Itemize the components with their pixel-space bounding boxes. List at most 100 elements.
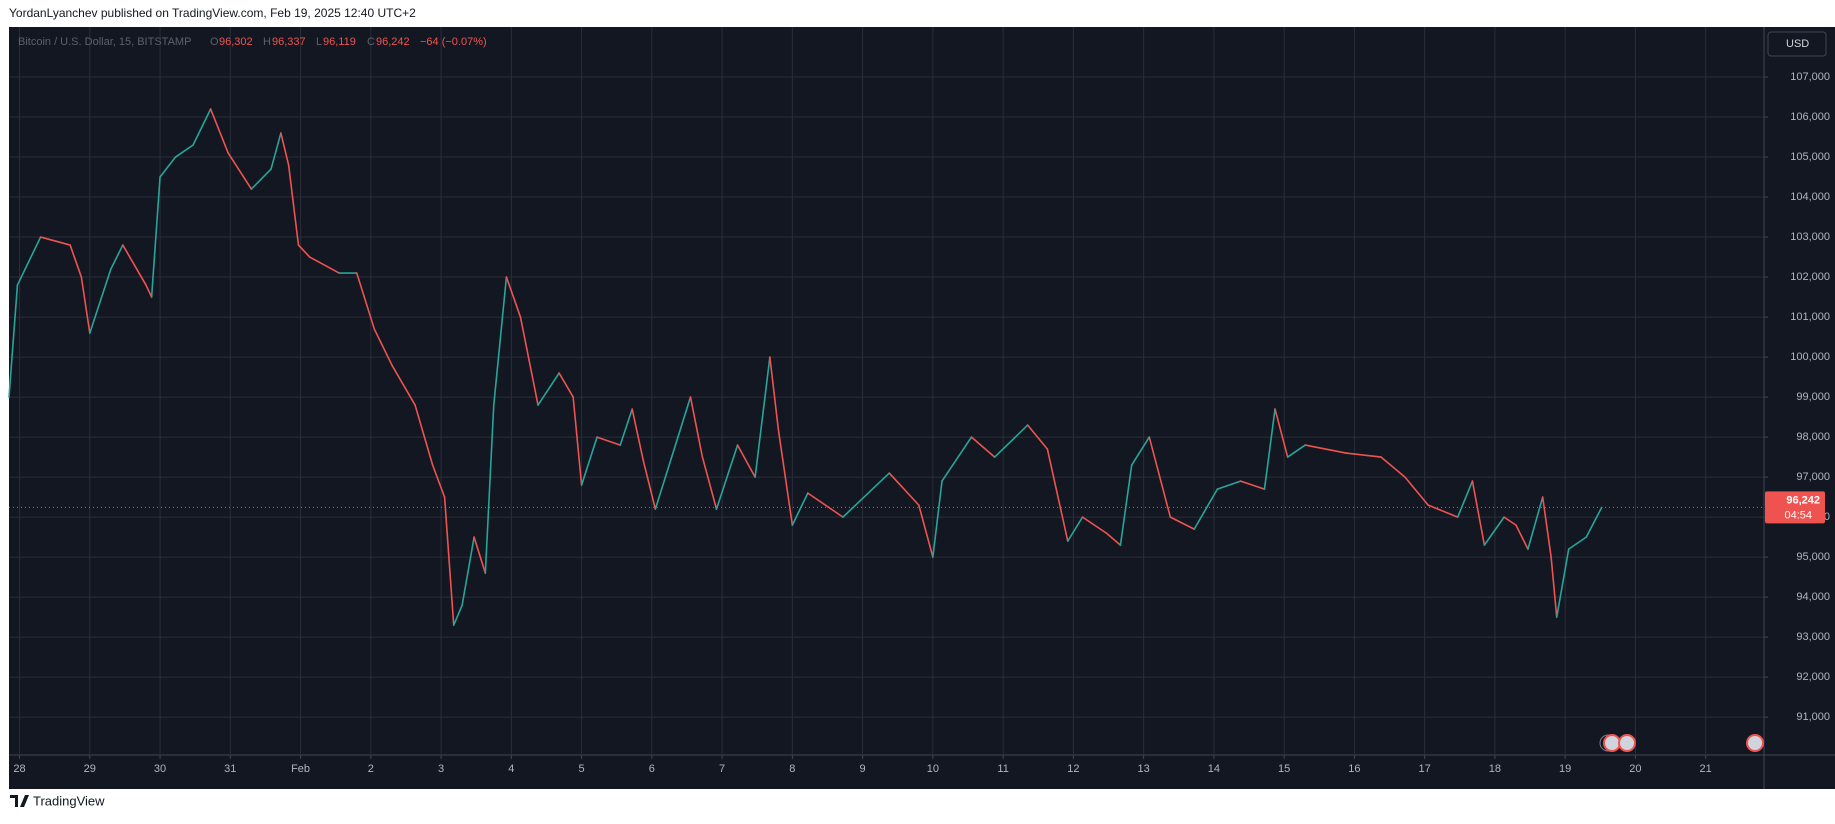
- legend-symbol: Bitcoin / U.S. Dollar, 15, BITSTAMP: [18, 36, 191, 48]
- price-segment: [414, 404, 434, 466]
- price-segment: [1046, 448, 1069, 542]
- x-tick-label: 13: [1138, 763, 1150, 775]
- price-segment: [1567, 536, 1588, 550]
- price-segment: [287, 164, 300, 246]
- price-segment: [1527, 496, 1544, 550]
- plot: [8, 108, 1764, 626]
- price-segment: [715, 444, 739, 510]
- price-segment: [209, 108, 229, 154]
- x-tick-label: 21: [1700, 763, 1712, 775]
- x-tick-label: Feb: [291, 763, 310, 775]
- price-segment: [537, 372, 560, 406]
- x-tick-label: 17: [1419, 763, 1431, 775]
- price-segment: [1263, 408, 1276, 490]
- y-tick-label: 97,000: [1796, 471, 1830, 483]
- logo-icon: [10, 795, 29, 807]
- price-segment: [373, 328, 393, 366]
- price-segment: [941, 436, 973, 482]
- price-segment: [689, 396, 704, 458]
- x-tick-label: 3: [438, 763, 444, 775]
- price-segment: [452, 604, 463, 626]
- y-tick-label: 99,000: [1796, 391, 1830, 403]
- legend-low: 96,119: [323, 36, 356, 48]
- x-tick-label: 4: [508, 763, 514, 775]
- price-segment: [174, 144, 194, 158]
- legend-high-label: H: [263, 36, 271, 48]
- x-tick-label: 7: [719, 763, 725, 775]
- price-segment: [619, 408, 633, 446]
- price-segment: [519, 316, 539, 406]
- y-tick-label: 107,000: [1790, 71, 1830, 83]
- price-segment: [1286, 444, 1307, 458]
- price-segment: [8, 284, 19, 398]
- price-segment: [572, 396, 583, 486]
- price-segment: [888, 472, 920, 506]
- price-segment: [754, 356, 771, 478]
- y-tick-label: 92,000: [1796, 671, 1830, 683]
- price-segment: [145, 284, 153, 298]
- x-tick-label: 28: [13, 763, 25, 775]
- price-segment: [391, 364, 416, 406]
- legend-low-label: L: [316, 36, 322, 48]
- price-segment: [580, 436, 598, 486]
- price-segment: [484, 404, 495, 574]
- legend-high: 96,337: [272, 36, 306, 48]
- currency-button-label[interactable]: USD: [1786, 38, 1809, 50]
- x-tick-label: 11: [997, 763, 1008, 775]
- price-segment: [88, 268, 112, 334]
- price-segment: [1555, 548, 1570, 618]
- y-tick-label: 106,000: [1790, 111, 1830, 123]
- x-tick-label: 18: [1489, 763, 1501, 775]
- currency-button[interactable]: [1767, 31, 1827, 57]
- price-segment: [492, 276, 508, 406]
- x-tick-label: 14: [1208, 763, 1220, 775]
- price-segment: [1483, 516, 1505, 546]
- price-segment: [505, 276, 522, 318]
- price-segment: [308, 256, 341, 274]
- event-icon: [1746, 734, 1764, 752]
- price-segment: [270, 132, 282, 170]
- price-segment: [1105, 532, 1122, 546]
- price-segment: [1239, 480, 1266, 490]
- y-tick-label: 94,000: [1796, 591, 1830, 603]
- x-tick-label: 31: [224, 763, 236, 775]
- price-segment: [122, 244, 147, 286]
- price-segment: [150, 176, 161, 298]
- price-segment: [1585, 506, 1603, 538]
- event-icon: [1603, 734, 1621, 752]
- x-tick-label: 2: [368, 763, 374, 775]
- price-segment: [355, 272, 376, 330]
- y-tick-label: 101,000: [1790, 311, 1830, 323]
- x-tick-label: 10: [927, 763, 939, 775]
- header: YordanLyanchev published on TradingView.…: [9, 6, 416, 20]
- footer-logo: [10, 795, 29, 807]
- price-segment: [1345, 452, 1382, 458]
- price-tag: [1765, 491, 1825, 524]
- y-tick-label: 95,000: [1796, 551, 1830, 563]
- grid: [9, 27, 1764, 755]
- y-tick-label: 98,000: [1796, 431, 1830, 443]
- price-segment: [791, 492, 809, 526]
- price-segment: [443, 496, 455, 626]
- legend-open-label: O: [210, 36, 219, 48]
- price-segment: [1515, 524, 1529, 550]
- price-segment: [1130, 436, 1151, 466]
- price-segment: [642, 460, 657, 510]
- x-tick-label: 12: [1067, 763, 1079, 775]
- x-tick-label: 8: [789, 763, 795, 775]
- price-segment: [1404, 476, 1429, 506]
- price-segment: [777, 428, 794, 526]
- price-segment: [1304, 444, 1347, 454]
- y-tick-label: 91,000: [1796, 711, 1830, 723]
- price-segment: [918, 504, 934, 558]
- price-segment: [461, 536, 475, 606]
- price-segment: [1193, 488, 1219, 530]
- price-segment: [932, 480, 943, 558]
- price-segment: [1380, 456, 1406, 478]
- price-segment: [1081, 516, 1108, 534]
- price-segment: [1471, 480, 1486, 546]
- price-segment: [1216, 480, 1242, 490]
- y-tick-label: 93,000: [1796, 631, 1830, 643]
- y-tick-label: 100,000: [1790, 351, 1830, 363]
